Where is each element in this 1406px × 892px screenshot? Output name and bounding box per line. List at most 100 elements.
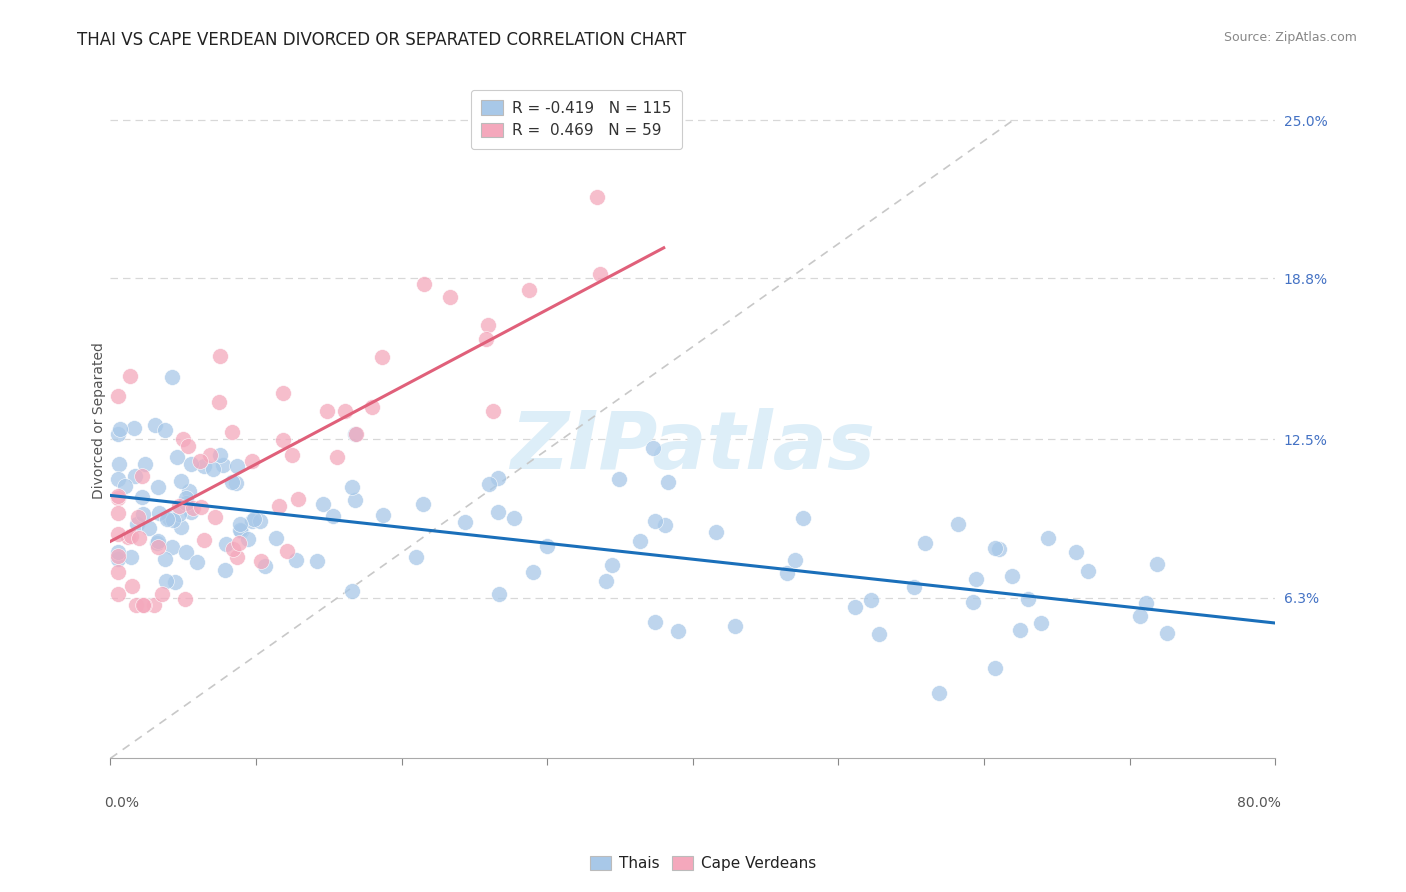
Point (212, 458, 235, 472)
Point (160, 540, 183, 554)
Point (644, 514, 666, 528)
Point (107, 489, 129, 503)
Point (1029, 616, 1052, 631)
Point (654, 517, 676, 532)
Point (214, 563, 236, 577)
Point (271, 433, 294, 447)
Point (405, 549, 427, 564)
Point (120, 550, 142, 565)
Point (607, 472, 630, 486)
Point (190, 500, 212, 514)
Point (238, 533, 260, 547)
Point (174, 591, 197, 606)
Point (1036, 531, 1059, 545)
Point (180, 506, 202, 520)
Point (1064, 545, 1087, 559)
Point (204, 510, 226, 524)
Point (988, 542, 1011, 557)
Point (107, 506, 129, 520)
Point (193, 533, 215, 547)
Legend: R = -0.419   N = 115, R =  0.469   N = 59: R = -0.419 N = 115, R = 0.469 N = 59 (471, 89, 682, 149)
Point (668, 624, 690, 638)
Point (1146, 558, 1168, 572)
Point (478, 477, 501, 491)
Text: 80.0%: 80.0% (1237, 796, 1281, 810)
Point (1010, 623, 1032, 637)
Point (316, 404, 339, 418)
Point (305, 554, 328, 568)
Point (860, 592, 883, 607)
Point (208, 349, 231, 363)
Point (776, 566, 799, 581)
Point (326, 450, 349, 465)
Point (179, 484, 201, 499)
Point (281, 449, 304, 463)
Point (600, 558, 623, 572)
Point (229, 523, 252, 537)
Point (128, 531, 150, 545)
Point (121, 579, 143, 593)
Point (373, 508, 395, 522)
Point (157, 511, 180, 525)
Point (107, 587, 129, 601)
Point (928, 686, 950, 700)
Point (146, 536, 169, 550)
Point (107, 565, 129, 579)
Point (783, 552, 806, 566)
Point (150, 587, 173, 601)
Point (271, 386, 294, 401)
Point (125, 598, 148, 612)
Point (371, 350, 394, 364)
Point (107, 389, 129, 403)
Point (146, 540, 169, 554)
Point (229, 517, 252, 532)
Point (114, 479, 136, 493)
Point (1001, 569, 1024, 583)
Point (517, 283, 540, 297)
Point (120, 529, 142, 543)
Point (240, 514, 263, 528)
Point (536, 539, 558, 553)
Point (585, 190, 607, 204)
Text: ZIPatlas: ZIPatlas (510, 409, 876, 486)
Point (193, 458, 215, 473)
Point (226, 458, 249, 473)
Point (641, 441, 664, 455)
Point (188, 454, 211, 468)
Point (657, 475, 679, 490)
Point (107, 549, 129, 564)
Legend: Thais, Cape Verdeans: Thais, Cape Verdeans (583, 849, 823, 877)
Point (162, 513, 184, 527)
Point (107, 458, 129, 472)
Point (107, 527, 129, 541)
Point (628, 534, 651, 549)
Point (155, 574, 177, 588)
Point (231, 524, 253, 538)
Point (107, 545, 129, 559)
Point (183, 501, 205, 516)
Point (186, 556, 208, 570)
Point (704, 524, 727, 539)
Point (120, 368, 142, 383)
Point (127, 510, 149, 524)
Point (160, 370, 183, 384)
Point (644, 615, 666, 629)
Point (340, 480, 363, 494)
Point (148, 506, 170, 520)
Point (177, 438, 200, 452)
Point (276, 544, 298, 558)
Point (153, 552, 176, 566)
Point (335, 404, 357, 418)
Point (131, 469, 153, 483)
Point (110, 422, 132, 436)
Point (250, 554, 273, 568)
Point (132, 507, 155, 521)
Point (595, 574, 617, 588)
Point (222, 541, 245, 556)
Point (948, 516, 970, 531)
Point (208, 448, 231, 462)
Point (180, 457, 202, 471)
Point (454, 515, 477, 529)
Point (322, 508, 344, 523)
Point (225, 476, 247, 491)
